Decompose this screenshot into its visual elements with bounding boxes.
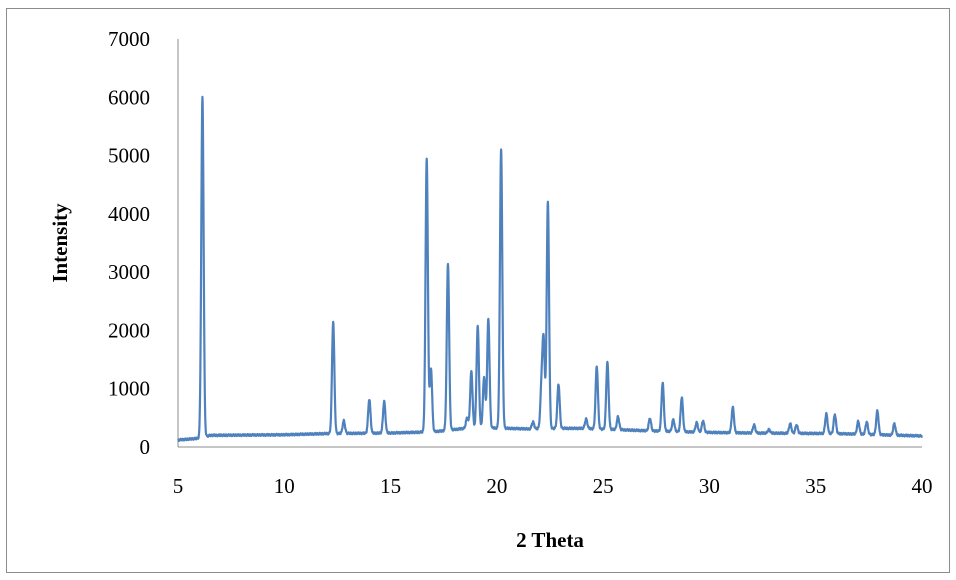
y-tick-label: 1000 xyxy=(108,377,150,401)
y-tick-label: 7000 xyxy=(108,27,150,51)
x-tick-label: 5 xyxy=(173,474,184,498)
xrd-line-chart: 0 1000 2000 3000 4000 5000 6000 7000 5 10 15 20 25 3… xyxy=(48,27,933,552)
x-tick-label: 20 xyxy=(486,474,507,498)
y-tick-labels: 0 1000 2000 3000 4000 5000 6000 7000 xyxy=(108,27,150,459)
series-line xyxy=(177,95,923,443)
x-tick-label: 35 xyxy=(805,474,826,498)
y-tick-label: 6000 xyxy=(108,85,150,109)
y-tick-label: 4000 xyxy=(108,202,150,226)
x-tick-label: 40 xyxy=(912,474,933,498)
chart-frame: 0 1000 2000 3000 4000 5000 6000 7000 5 10 15 20 25 3… xyxy=(6,8,950,573)
x-tick-labels: 5 10 15 20 25 30 35 40 xyxy=(173,474,933,498)
x-tick-label: 30 xyxy=(699,474,720,498)
x-tick-label: 25 xyxy=(593,474,614,498)
x-axis-title: 2 Theta xyxy=(516,528,584,552)
y-tick-label: 0 xyxy=(140,435,151,459)
x-tick-label: 10 xyxy=(274,474,295,498)
x-tick-label: 15 xyxy=(380,474,401,498)
y-tick-label: 5000 xyxy=(108,144,150,168)
y-axis-title: Intensity xyxy=(48,203,72,283)
y-tick-label: 2000 xyxy=(108,318,150,342)
y-tick-label: 3000 xyxy=(108,260,150,284)
